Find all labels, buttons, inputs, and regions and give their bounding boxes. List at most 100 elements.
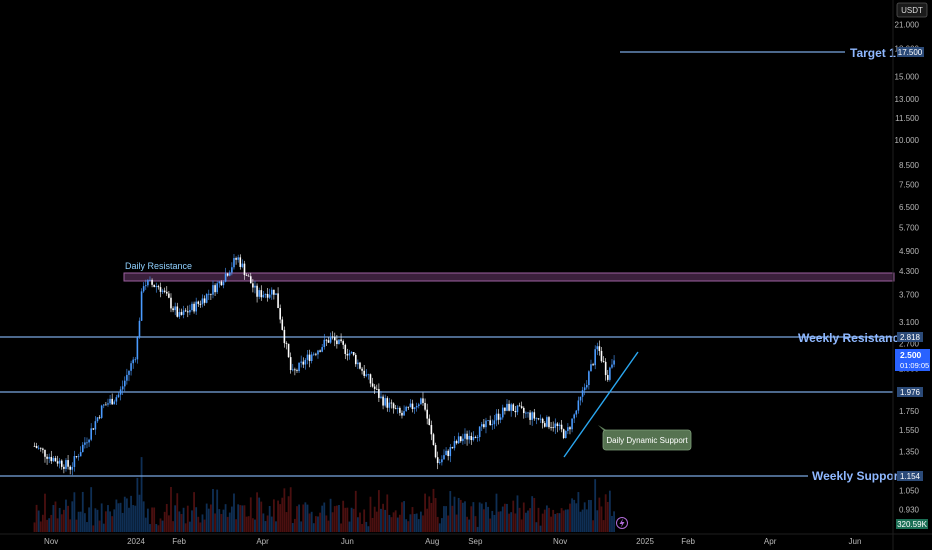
candle-body [115, 397, 118, 402]
volume-bar [102, 523, 105, 532]
volume-bar [270, 516, 273, 532]
volume-bar [608, 490, 611, 532]
volume-bar [611, 515, 613, 532]
candle-body [237, 257, 239, 260]
price-tick-18: 1.550 [899, 426, 920, 435]
volume-bar [218, 509, 221, 532]
price-axis[interactable]: USDT 21.00018.00015.00013.00011.50010.00… [892, 0, 930, 550]
candle-body [321, 347, 323, 352]
volume-bar [434, 498, 437, 532]
candle-body [231, 267, 233, 273]
volume-bar [56, 518, 59, 532]
candle-body [399, 407, 401, 413]
volume-bar [388, 514, 391, 532]
volume-bar [62, 509, 65, 532]
volume-bar [277, 500, 279, 532]
volume-bar [119, 502, 122, 532]
candle-body [451, 447, 454, 449]
candle-body [56, 461, 59, 464]
candle-body [604, 361, 607, 376]
candle-body [142, 286, 145, 292]
candle-body [546, 417, 548, 427]
candle-body [405, 406, 407, 412]
volume-bar [331, 512, 334, 532]
volume-bar [222, 509, 225, 532]
candle-body [195, 301, 197, 312]
volume-bar [35, 504, 38, 532]
volume-bar [577, 492, 580, 532]
candle-body [333, 337, 336, 341]
candle-body [212, 285, 214, 295]
target-1-badge [897, 47, 924, 57]
candle-body [340, 339, 342, 342]
target-1-label: Target 1 [850, 46, 896, 60]
volume-bar [613, 511, 615, 532]
candle-body [235, 258, 237, 260]
candle-body [520, 406, 523, 408]
candle-body [304, 359, 307, 365]
volume-bar [117, 503, 120, 532]
candle-body [382, 396, 384, 406]
volume-bar [474, 516, 477, 532]
candle-body [487, 420, 489, 422]
candle-body [504, 407, 506, 411]
volume-bar [199, 522, 202, 532]
volume-bar [306, 504, 309, 532]
volume-bar [109, 511, 111, 532]
candle-body [46, 456, 48, 459]
candle-body [241, 263, 244, 267]
volume-bar [178, 511, 181, 532]
candle-body [588, 371, 590, 386]
candle-body [325, 339, 328, 341]
volume-bar [258, 497, 261, 532]
candle-body [386, 398, 389, 408]
volume-bar [174, 505, 177, 532]
candle-body [468, 435, 470, 440]
volume-bar [86, 522, 88, 532]
volume-bar [396, 517, 399, 532]
candle-body [186, 311, 189, 313]
volume-bar [281, 497, 284, 532]
volume-bar [478, 502, 481, 532]
volume-bar [262, 513, 265, 532]
candle-body [291, 369, 294, 371]
lightning-icon[interactable] [616, 517, 628, 529]
volume-bar [375, 511, 378, 532]
candle-body [254, 285, 256, 288]
candle-body [564, 430, 567, 439]
volume-bar [394, 510, 397, 532]
candle-body [579, 396, 582, 401]
price-tick-7: 7.500 [899, 181, 920, 190]
volume-bar [506, 503, 508, 532]
volume-bar [556, 512, 559, 532]
candle-body [422, 398, 424, 403]
candle-body [493, 420, 496, 425]
volume-bar [365, 521, 368, 532]
candle-body [512, 404, 515, 411]
volume-bar [386, 494, 389, 532]
candle-body [77, 456, 80, 458]
volume-bar [239, 505, 242, 532]
volume-bar [516, 495, 519, 532]
volume-bar [254, 519, 256, 532]
candle-body [464, 433, 466, 439]
candle-body [37, 447, 40, 449]
time-tick-4: Jun [341, 537, 354, 546]
volume-bar [566, 509, 569, 532]
candle-body [466, 433, 468, 440]
candle-body [470, 435, 473, 441]
volume-bar [335, 505, 338, 532]
time-axis[interactable]: Nov 2024 Feb Apr Jun Aug Sep Nov 2025 Feb Apr Jun [0, 533, 932, 546]
volume-bar [350, 507, 353, 532]
volume-bar [302, 504, 305, 532]
candle-body [226, 273, 229, 276]
candle-body [147, 280, 149, 286]
candle-body [65, 460, 67, 469]
volume-bar [298, 504, 300, 532]
candle-body [294, 369, 296, 371]
candle-body [375, 388, 378, 390]
candle-body [426, 409, 428, 419]
currency-badge[interactable] [896, 2, 928, 18]
candle-body [60, 460, 63, 467]
